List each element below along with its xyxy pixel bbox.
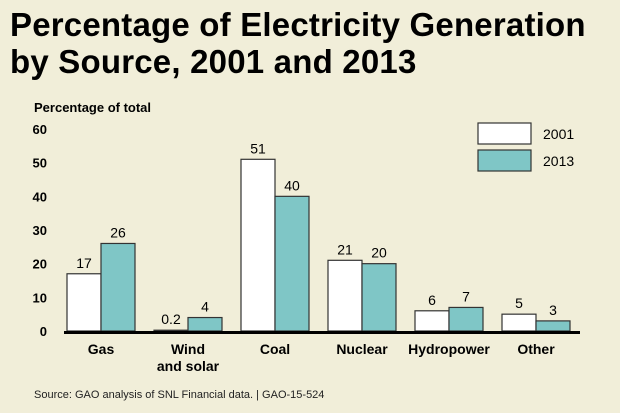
bar-2013-4 bbox=[448, 306, 484, 332]
y-tick-label: 50 bbox=[33, 156, 47, 171]
x-tick-label: Other bbox=[517, 341, 555, 357]
bar-2013-5 bbox=[535, 320, 571, 332]
legend-label-2013: 2013 bbox=[543, 153, 574, 169]
data-label: 51 bbox=[250, 140, 266, 156]
bar-2001-1 bbox=[153, 329, 189, 332]
source-note: Source: GAO analysis of SNL Financial da… bbox=[34, 389, 325, 401]
legend-label-2001: 2001 bbox=[543, 126, 574, 142]
x-tick-label: Hydropower bbox=[408, 341, 490, 357]
x-tick-label: Nuclear bbox=[336, 341, 388, 357]
bar-2001-3 bbox=[327, 259, 363, 332]
bar-2013-0 bbox=[100, 242, 136, 332]
y-axis-label: Percentage of total bbox=[34, 100, 151, 115]
bar-2001-5 bbox=[501, 313, 537, 332]
y-tick-label: 10 bbox=[33, 290, 47, 305]
chart-title-line-2: by Source, 2001 and 2013 bbox=[10, 43, 417, 80]
data-label: 26 bbox=[110, 224, 126, 240]
y-tick-label: 60 bbox=[33, 122, 47, 137]
chart-title: Percentage of Electricity Generation by … bbox=[10, 6, 586, 80]
bar-2013-1 bbox=[187, 316, 223, 332]
data-label: 4 bbox=[201, 299, 209, 315]
x-tick-label: Coal bbox=[260, 341, 290, 357]
y-tick-label: 20 bbox=[33, 257, 47, 272]
data-label: 3 bbox=[549, 302, 557, 318]
data-label: 20 bbox=[371, 245, 387, 261]
data-label: 6 bbox=[428, 292, 436, 308]
y-tick-label: 0 bbox=[40, 324, 47, 339]
data-label: 7 bbox=[462, 288, 470, 304]
data-label: 21 bbox=[337, 241, 353, 257]
bar-2001-2 bbox=[240, 158, 276, 332]
data-label: 17 bbox=[76, 255, 92, 271]
x-tick-label: Wind bbox=[171, 341, 205, 357]
x-tick-label: and solar bbox=[157, 358, 220, 374]
data-label: 40 bbox=[284, 177, 300, 193]
legend-swatch-2013 bbox=[477, 149, 532, 172]
bar-2013-2 bbox=[274, 195, 310, 332]
bar-2013-3 bbox=[361, 263, 397, 332]
data-label: 0.2 bbox=[161, 311, 181, 327]
chart-title-line-1: Percentage of Electricity Generation bbox=[10, 6, 586, 43]
y-tick-label: 40 bbox=[33, 189, 47, 204]
x-tick-label: Gas bbox=[88, 341, 115, 357]
legend-swatch-2001 bbox=[477, 122, 532, 145]
data-label: 5 bbox=[515, 295, 523, 311]
y-tick-label: 30 bbox=[33, 223, 47, 238]
bar-2001-4 bbox=[414, 310, 450, 332]
bar-2001-0 bbox=[66, 273, 102, 332]
